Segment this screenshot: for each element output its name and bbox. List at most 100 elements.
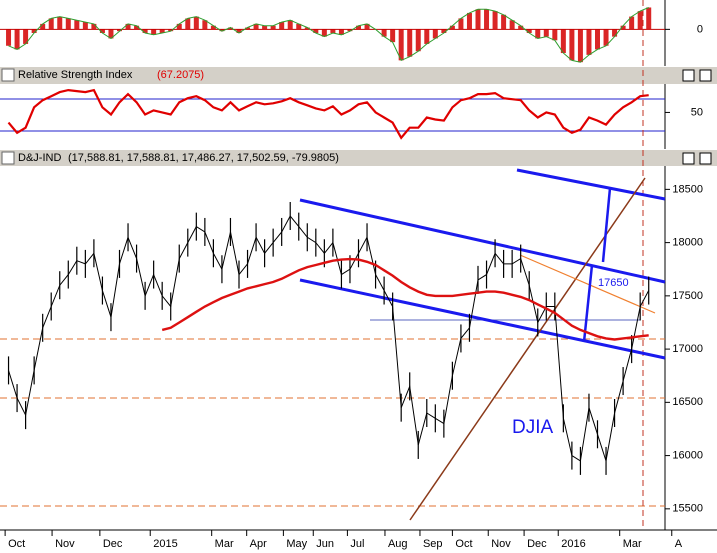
annotation: 17650 (598, 277, 629, 289)
trend-line (516, 168, 666, 201)
x-tick-label: Mar (215, 538, 234, 550)
trend-line (519, 254, 656, 314)
panel-borders (0, 0, 717, 531)
histogram-bar (381, 29, 387, 37)
histogram-bar (595, 29, 600, 50)
histogram-bar (31, 29, 37, 33)
y-tick-label: 17000 (672, 343, 703, 355)
histogram-bar (253, 23, 259, 30)
histogram-bar (449, 25, 455, 30)
histogram-bar (432, 29, 438, 39)
histogram-bar (509, 20, 515, 30)
x-tick-label: Jun (316, 538, 334, 550)
y-tick-label: 17500 (672, 290, 703, 302)
histogram-bar (492, 11, 498, 30)
panel-title: D&J-IND (18, 152, 61, 164)
x-tick-label: Apr (250, 538, 267, 550)
x-tick-label: Aug (388, 538, 408, 550)
window-buttons[interactable] (682, 69, 712, 165)
histogram-bar (202, 20, 208, 30)
histogram-bar (270, 25, 276, 30)
histogram-bar (159, 29, 165, 33)
histogram-bar (415, 29, 421, 52)
histogram-bar (338, 29, 344, 35)
histogram-bar (526, 29, 532, 33)
histogram-bar (560, 29, 566, 54)
histogram-bar (219, 29, 225, 32)
histogram-bar (287, 20, 293, 30)
histogram-bar (48, 18, 54, 30)
panel-header (0, 150, 717, 166)
rsi-band (0, 98, 665, 132)
histogram-bar (603, 29, 609, 46)
histogram-bar (552, 29, 558, 41)
histogram-bar (535, 29, 541, 39)
histogram-bar (23, 29, 29, 44)
histogram-bar (475, 9, 481, 30)
histogram-bar (279, 22, 285, 30)
histogram-bar (577, 29, 583, 63)
histogram-bar (612, 29, 618, 37)
histogram-bar (40, 23, 46, 30)
x-tick-label: Nov (55, 538, 75, 550)
x-tick-label: Dec (103, 538, 123, 550)
histogram-bar (347, 29, 353, 32)
histogram-bar (321, 29, 327, 37)
x-tick-label: Dec (527, 538, 547, 550)
y-tick-label: 16500 (672, 396, 703, 408)
price-line (8, 215, 650, 462)
histogram-bar (518, 25, 524, 30)
x-tick-label: A (675, 538, 683, 550)
x-tick-label: Jul (350, 538, 364, 550)
histogram-bar (6, 29, 12, 46)
y-tick-label: 50 (691, 106, 703, 118)
histogram-bar (168, 29, 174, 32)
y-tick-label: 16000 (672, 449, 703, 461)
histogram-bar (398, 29, 404, 61)
panel-value: (67.2075) (157, 69, 204, 81)
histogram-bar (543, 29, 549, 37)
histogram-bar (637, 11, 643, 30)
histogram-bar (82, 22, 88, 30)
x-tick-label: 2015 (153, 538, 177, 550)
x-tick-label: Oct (8, 538, 25, 550)
histogram-bar (629, 16, 635, 30)
moving-average (161, 257, 649, 341)
x-tick-label: Mar (623, 538, 642, 550)
histogram-bar (227, 27, 233, 30)
histogram-bar (236, 29, 242, 33)
x-tick-label: 2016 (561, 538, 585, 550)
panel-icon (1, 68, 15, 82)
trend-line (299, 198, 666, 284)
histogram-bar (14, 29, 20, 50)
trend-line (582, 264, 594, 343)
histogram-bar (296, 23, 302, 30)
histogram-bar (407, 29, 413, 57)
panel-header (0, 67, 717, 84)
annotation: DJIA (512, 417, 554, 438)
histogram-bar (330, 29, 336, 33)
histogram-bar (74, 20, 80, 30)
histogram-bar (210, 25, 216, 30)
histogram-bar (484, 9, 490, 30)
histogram-bar (441, 29, 447, 33)
trend-line (409, 177, 646, 521)
histogram-bar (313, 29, 319, 33)
histogram-bar (466, 12, 472, 30)
histogram-bar (390, 29, 396, 43)
rsi-line (7, 88, 649, 140)
histogram-bar (134, 25, 140, 30)
histogram-bar (142, 29, 148, 33)
histogram-bar (501, 14, 507, 30)
x-tick-label: Sep (423, 538, 443, 550)
histogram-bar (586, 29, 592, 55)
histogram-outline (8, 7, 649, 63)
histogram-bar (569, 29, 575, 61)
histogram-bar (364, 23, 370, 30)
x-tick-label: Oct (455, 538, 472, 550)
histogram-bar (620, 25, 626, 30)
histogram-bar (185, 18, 191, 30)
histogram-bar (304, 27, 310, 30)
